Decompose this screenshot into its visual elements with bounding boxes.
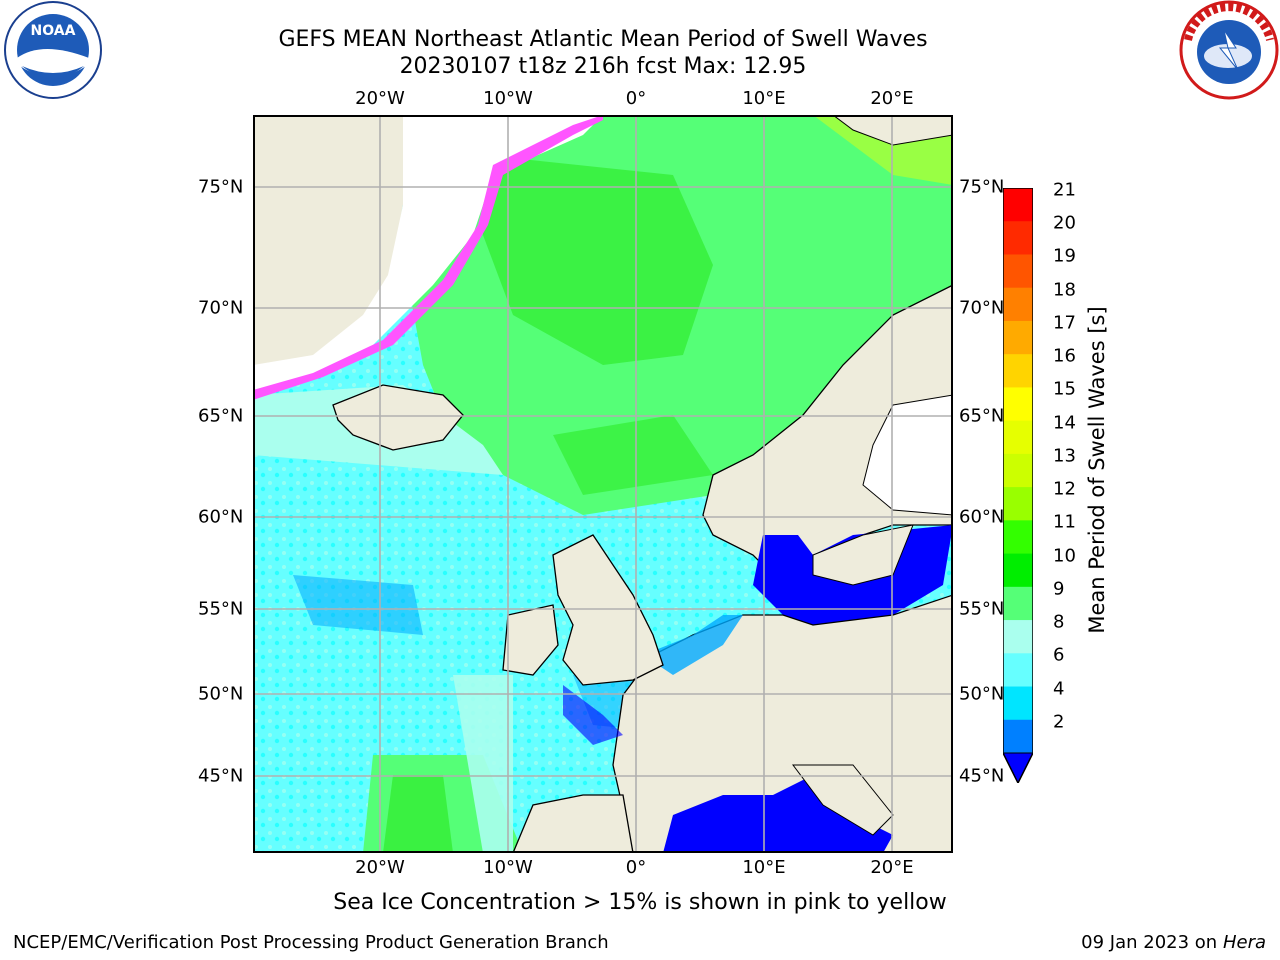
colorbar-bin — [1003, 354, 1033, 388]
colorbar-bin — [1003, 719, 1033, 754]
chart-title: GEFS MEAN Northeast Atlantic Mean Period… — [278, 27, 928, 52]
colorbar-bin — [1003, 520, 1033, 555]
nws-logo — [1179, 0, 1279, 100]
lon-tick-bottom: 20°E — [870, 857, 914, 878]
lon-tick-top: 10°E — [742, 88, 786, 109]
lon-tick-bottom: 20°W — [355, 857, 405, 878]
lon-tick-bottom: 10°E — [742, 857, 786, 878]
colorbar-bin — [1003, 320, 1033, 355]
colorbar-label: 21 — [1053, 179, 1076, 201]
colorbar-bin — [1003, 653, 1033, 688]
lat-tick-right: 70°N — [959, 297, 1005, 319]
colorbar — [1003, 188, 1033, 783]
footer-credit: NCEP/EMC/Verification Post Processing Pr… — [13, 932, 609, 953]
lat-tick-right: 60°N — [959, 506, 1005, 528]
lon-tick-top: 0° — [625, 88, 647, 109]
colorbar-label: 13 — [1053, 445, 1076, 467]
lat-tick-left: 75°N — [198, 176, 244, 198]
footer-date-text: 09 Jan 2023 on — [1081, 932, 1218, 953]
ice-note: Sea Ice Concentration > 15% is shown in … — [333, 890, 947, 915]
colorbar-label: 18 — [1053, 279, 1076, 301]
graticule — [253, 115, 953, 853]
colorbar-label: 17 — [1053, 312, 1076, 334]
colorbar-bin — [1003, 586, 1033, 621]
colorbar-label: 11 — [1053, 511, 1076, 533]
colorbar-label: 10 — [1053, 545, 1076, 567]
colorbar-bin — [1003, 487, 1033, 521]
colorbar-bin — [1003, 254, 1033, 289]
lat-tick-right: 50°N — [959, 683, 1005, 705]
colorbar-bin — [1003, 420, 1033, 455]
swell-period-map — [253, 115, 953, 853]
ireland — [502, 604, 559, 676]
colorbar-label: 6 — [1053, 644, 1065, 666]
mediterranean-sea — [663, 775, 893, 853]
lon-tick-bottom: 0° — [625, 857, 647, 878]
lat-tick-left: 70°N — [198, 297, 244, 319]
lat-tick-left: 55°N — [198, 598, 244, 620]
colorbar-label: 12 — [1053, 478, 1076, 500]
colorbar-bin — [1003, 453, 1033, 488]
colorbar-label: 2 — [1053, 711, 1065, 733]
chart-subtitle: 20230107 t18z 216h fcst Max: 12.95 — [399, 54, 807, 79]
colorbar-label: 4 — [1053, 678, 1065, 700]
lon-tick-top: 20°E — [870, 88, 914, 109]
lat-tick-left: 50°N — [198, 683, 244, 705]
lat-tick-left: 65°N — [198, 405, 244, 427]
lat-tick-left: 45°N — [198, 765, 244, 787]
colorbar-label: 20 — [1053, 212, 1076, 234]
colorbar-label: 16 — [1053, 345, 1076, 367]
colorbar-label: 8 — [1053, 611, 1065, 633]
colorbar-bin — [1003, 686, 1033, 721]
iceland — [332, 384, 464, 451]
lat-tick-right: 55°N — [959, 598, 1005, 620]
noaa-text: NOAA — [31, 23, 76, 39]
footer-date: 09 Jan 2023 on Hera — [1081, 932, 1266, 953]
colorbar-label: 15 — [1053, 378, 1076, 400]
colorbar-bin — [1003, 387, 1033, 422]
lon-tick-top: 20°W — [355, 88, 405, 109]
colorbar-label: 19 — [1053, 245, 1076, 267]
colorbar-label: 9 — [1053, 578, 1065, 600]
colorbar-title: Mean Period of Swell Waves [s] — [1085, 306, 1109, 634]
noaa-logo: NOAA — [4, 1, 102, 99]
iberia — [512, 794, 634, 853]
colorbar-bin — [1003, 620, 1033, 654]
lat-tick-left: 60°N — [198, 506, 244, 528]
colorbar-bin — [1003, 287, 1033, 322]
colorbar-bin — [1003, 553, 1033, 588]
colorbar-bin — [1003, 188, 1033, 222]
footer-host: Hera — [1222, 932, 1266, 953]
lat-tick-right: 45°N — [959, 765, 1005, 787]
colorbar-label: 14 — [1053, 412, 1076, 434]
lon-tick-bottom: 10°W — [483, 857, 533, 878]
lat-tick-right: 65°N — [959, 405, 1005, 427]
colorbar-extend-triangle — [1003, 752, 1033, 783]
lon-tick-top: 10°W — [483, 88, 533, 109]
lat-tick-right: 75°N — [959, 176, 1005, 198]
colorbar-bin — [1003, 221, 1033, 255]
